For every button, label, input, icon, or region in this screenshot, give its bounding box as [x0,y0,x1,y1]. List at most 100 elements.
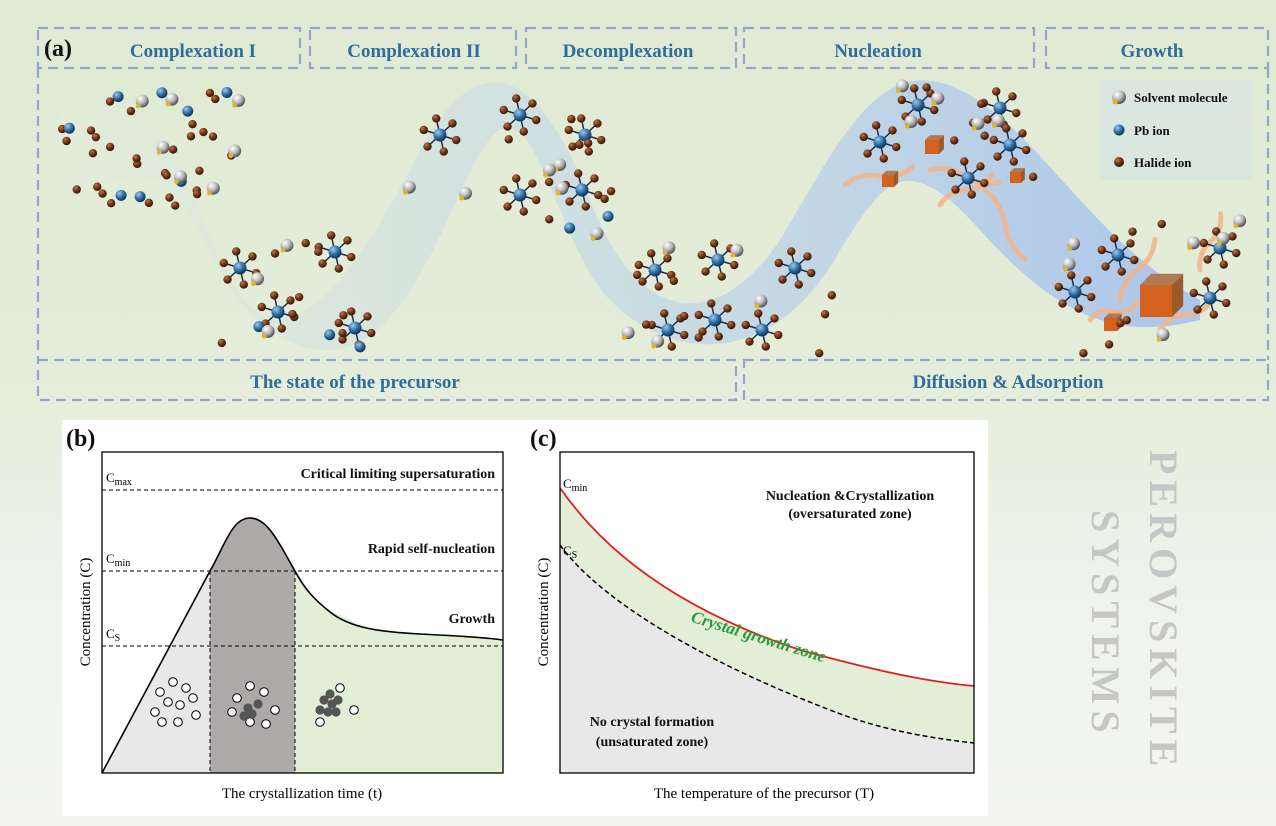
halide-ion [1012,108,1021,118]
concentration-curve [101,517,504,774]
state-of-precursor-label: The state of the precursor [250,372,460,393]
halide-ion [367,328,376,338]
halide-ion [72,185,81,194]
pb-ion [993,101,1007,115]
halide-ion [1018,129,1027,138]
halide-ion [600,194,609,204]
halide-ion [976,162,985,171]
halide-ion [1058,299,1067,308]
halide-ion [803,252,812,261]
halide-ion [663,254,672,263]
halide-ion [532,195,541,205]
halide-ion [698,327,707,336]
halide-ion [544,177,554,187]
halide-ion [86,126,96,135]
legend: Solvent molecule Pb ion Halide ion [1100,80,1252,180]
solvent-molecule-tip [251,281,256,287]
halide-ion [217,338,227,348]
phase-label-growth: Growth [1121,41,1184,62]
solvent-molecule-tip [651,343,656,349]
halide-ion [989,135,998,145]
pb-ion [961,171,975,185]
halide-ion [660,309,669,318]
crystal-growth-zone [560,488,974,743]
halide-ion [967,190,976,199]
halide-ion [879,154,888,163]
pb-ion [233,261,247,275]
pb-ion [253,321,265,333]
halide-ion [951,185,960,194]
crystal-top [925,135,944,140]
halide-ion [707,299,716,308]
halide-ion [745,337,754,346]
halide-ion [567,114,576,124]
halide-ion [694,333,703,342]
halide-ion [1083,276,1092,285]
halide-ion [910,84,919,93]
cs-curve-label: CS [563,543,577,561]
nucleus-circle [155,687,165,697]
halide-ion [930,105,939,115]
halide-ion [448,119,457,128]
halide-ion [606,186,616,196]
pb-ion [564,222,576,234]
solvent-molecule-tip [754,303,760,309]
pb-ion [513,108,527,122]
nucleus-solid [331,707,341,717]
halide-ion [1067,271,1076,280]
halide-ion [917,117,926,126]
halide-ion [105,142,115,152]
pb-ion [1068,285,1082,299]
halide-ion [980,131,989,140]
pb-ion [602,210,614,222]
nucleus-circle [270,705,280,715]
halide-ion [1110,234,1119,243]
panel-c: (c) Cmin CS Nucleation &Crystallization … [526,420,988,816]
halide-ion [1074,304,1083,313]
nucleus-circle [157,717,167,727]
solvent-molecule-tip [206,190,212,196]
nucleus-solid [239,711,249,721]
pb-ion [1111,248,1125,262]
halide-ion [577,114,586,123]
halide-ion-icon [1114,157,1124,167]
halide-ion [423,142,432,151]
solvent-molecule-tip [165,101,171,107]
solvent-molecule-tip [1187,245,1192,251]
halide-ion [338,328,347,338]
halide-ion [1054,282,1063,292]
pb-ion [788,261,802,275]
halide-ion [439,147,448,156]
side-title-perovskite: PEROVSKITE [1141,450,1186,772]
cs-symbol: CS [106,626,120,644]
pb-ion [755,323,769,337]
halide-ion [1122,316,1131,325]
halide-ion [638,277,647,286]
oversaturated-zone-subtitle: (oversaturated zone) [788,507,912,522]
halide-ion [1097,245,1106,255]
halide-ion [1008,92,1017,101]
halide-ion [694,310,703,320]
pb-ion [1203,291,1217,305]
halide-ion [327,231,336,240]
nucleus-circle [259,687,269,697]
halide-ion [741,320,750,330]
halide-ion [1116,319,1125,328]
solvent-tip-icon [1112,99,1118,105]
halide-ion [339,311,348,320]
halide-ion [1203,255,1212,264]
phase-label-decomplexation: Decomplexation [563,41,694,62]
halide-ion [717,272,726,281]
pb-ion [708,313,722,327]
nucleus-circle [335,683,345,693]
halide-ion [499,105,508,115]
halide-ion [144,198,154,208]
halide-ion [347,307,356,316]
halide-ion [223,275,232,284]
halide-ion [314,247,323,257]
oversaturated-zone-title: Nucleation &Crystallization [766,489,935,504]
halide-ion [1199,238,1208,248]
nucleus-circle [150,707,160,717]
diffusion-wave [982,187,1028,262]
